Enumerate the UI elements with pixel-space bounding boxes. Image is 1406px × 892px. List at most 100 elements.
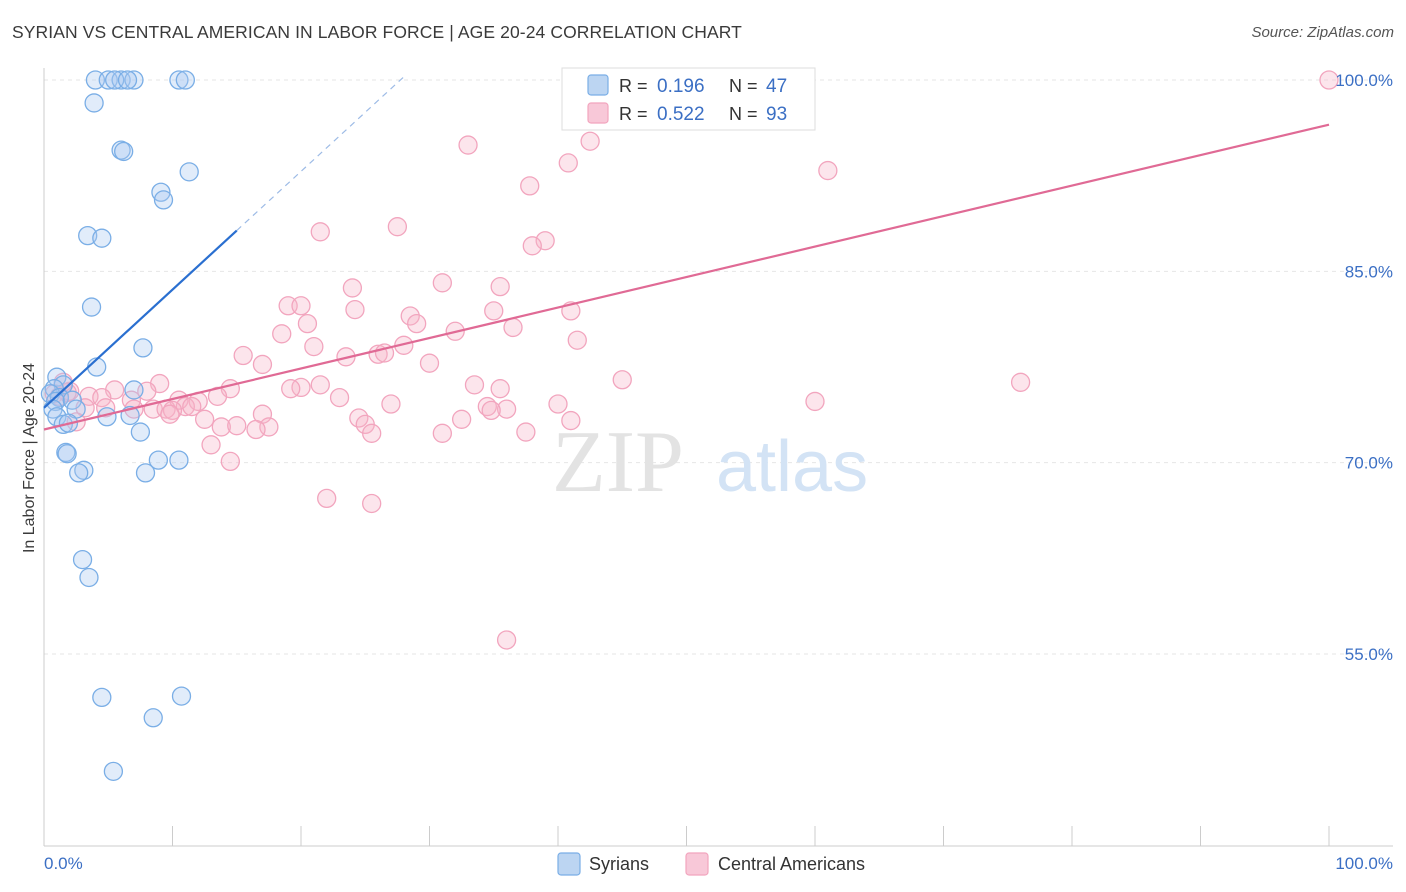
axes-layer — [43, 68, 1393, 847]
chart-source: Source: ZipAtlas.com — [1251, 24, 1394, 41]
central-americans-point-79 — [211, 417, 231, 437]
central-americans-point-87 — [201, 435, 221, 455]
syrians-point-34 — [130, 422, 151, 442]
central-americans-point-37 — [612, 370, 632, 390]
stats-r-label-pink: R = — [619, 104, 648, 124]
central-americans-point-17 — [291, 296, 311, 316]
central-americans-point-67 — [182, 396, 202, 417]
series-legend-swatch-syrians — [557, 852, 581, 876]
syrians-point-8 — [84, 93, 104, 113]
syrians-trend-line — [43, 229, 238, 409]
central-americans-point-30 — [233, 345, 253, 366]
syrians-point-11 — [151, 182, 171, 202]
central-americans-point-91 — [496, 630, 517, 650]
stats-n-value-pink: 93 — [766, 104, 787, 125]
y-tick-label-1: 85.0% — [1345, 262, 1393, 281]
central-americans-point-73 — [481, 400, 501, 421]
central-americans-point-7 — [818, 160, 838, 181]
watermark: ZIP atlas — [552, 414, 868, 511]
stats-legend: R = 0.196 N = 47 R = 0.522 N = 93 — [561, 67, 816, 131]
central-americans-point-85 — [516, 422, 536, 442]
central-americans-point-90 — [362, 493, 382, 514]
central-americans-point-20 — [484, 301, 504, 321]
grid-layer — [44, 79, 1393, 655]
syrians-point-17 — [133, 338, 153, 358]
syrians-point-16 — [81, 297, 102, 317]
stats-n-label-blue: N = — [729, 76, 758, 96]
central-americans-point-18 — [345, 299, 365, 320]
syrians-point-10 — [114, 141, 134, 162]
central-americans-point-5 — [458, 135, 478, 155]
syrians-point-6 — [169, 70, 189, 90]
central-americans-point-29 — [304, 336, 324, 357]
central-americans-point-44 — [281, 379, 301, 399]
syrians-point-26 — [124, 380, 144, 400]
central-americans-point-13 — [432, 273, 453, 293]
central-americans-point-39 — [291, 377, 311, 398]
central-americans-point-12 — [522, 236, 542, 256]
central-americans-point-58 — [381, 394, 401, 414]
central-americans-point-52 — [329, 387, 350, 408]
syrians-point-38 — [169, 450, 189, 470]
central-americans-point-41 — [310, 375, 330, 395]
central-americans-point-34 — [252, 354, 273, 375]
syrians-point-42 — [72, 549, 93, 570]
central-americans-point-72 — [496, 399, 517, 419]
syrians-point-14 — [78, 225, 98, 246]
syrians-point-39 — [74, 460, 94, 480]
central-americans-point-82 — [227, 416, 247, 436]
central-americans-point-86 — [362, 423, 382, 443]
central-americans-point-70 — [160, 404, 180, 424]
syrians-point-46 — [143, 708, 163, 728]
x-tick-label-right: 100.0% — [1335, 854, 1393, 873]
central-americans-point-84 — [432, 423, 453, 443]
central-americans-point-26 — [272, 324, 292, 344]
syrians-point-36 — [57, 444, 77, 464]
syrians-point-44 — [92, 687, 112, 708]
syrians-point-40 — [69, 463, 89, 483]
stats-n-label-pink: N = — [729, 104, 758, 124]
stats-legend-swatch-blue — [587, 74, 609, 96]
y-tick-label-2: 70.0% — [1345, 454, 1393, 473]
central-americans-point-88 — [220, 451, 240, 472]
central-americans-point-74 — [194, 409, 215, 429]
central-americans-point-14 — [490, 276, 510, 297]
central-americans-point-27 — [567, 330, 587, 350]
y-tick-labels: 100.0% 85.0% 70.0% 55.0% — [1335, 71, 1393, 664]
central-americans-point-8 — [520, 176, 540, 196]
central-americans-point-25 — [503, 317, 523, 338]
syrians-point-19 — [47, 367, 67, 387]
syrians-point-24 — [45, 391, 66, 412]
syrians-point-45 — [171, 686, 192, 706]
series-legend-label-central-americans: Central Americans — [718, 854, 865, 874]
syrians-point-15 — [92, 228, 112, 248]
syrians-point-41 — [135, 463, 156, 483]
central-americans-point-40 — [464, 375, 485, 395]
stats-r-label-blue: R = — [619, 76, 648, 96]
watermark-atlas: atlas — [716, 427, 868, 507]
syrians-point-35 — [56, 442, 76, 463]
central-americans-point-77 — [451, 409, 472, 429]
stats-n-value-blue: 47 — [766, 76, 787, 97]
central-americans-point-9 — [387, 217, 408, 237]
syrians-point-13 — [179, 162, 199, 182]
syrians-trend-extension — [236, 76, 405, 231]
x-tick-label-left: 0.0% — [44, 854, 83, 873]
syrians-point-37 — [148, 450, 169, 470]
stats-r-value-pink: 0.522 — [657, 104, 705, 125]
syrians-point-47 — [103, 761, 124, 782]
central-americans-trend-line — [43, 123, 1330, 431]
y-axis-title: In Labor Force | Age 20-24 — [21, 363, 38, 553]
chart-title: SYRIAN VS CENTRAL AMERICAN IN LABOR FORC… — [12, 22, 742, 42]
syrians-point-12 — [153, 190, 174, 210]
central-americans-point-23 — [406, 313, 427, 334]
central-americans-point-53 — [92, 387, 112, 408]
central-americans-point-15 — [342, 278, 363, 298]
central-americans-point-42 — [490, 379, 510, 399]
points-layer — [40, 70, 1339, 782]
central-americans-point-22 — [297, 313, 318, 334]
series-legend-swatch-central-americans — [685, 852, 709, 876]
y-tick-label-0: 100.0% — [1335, 71, 1393, 90]
y-tick-label-3: 55.0% — [1345, 645, 1393, 664]
